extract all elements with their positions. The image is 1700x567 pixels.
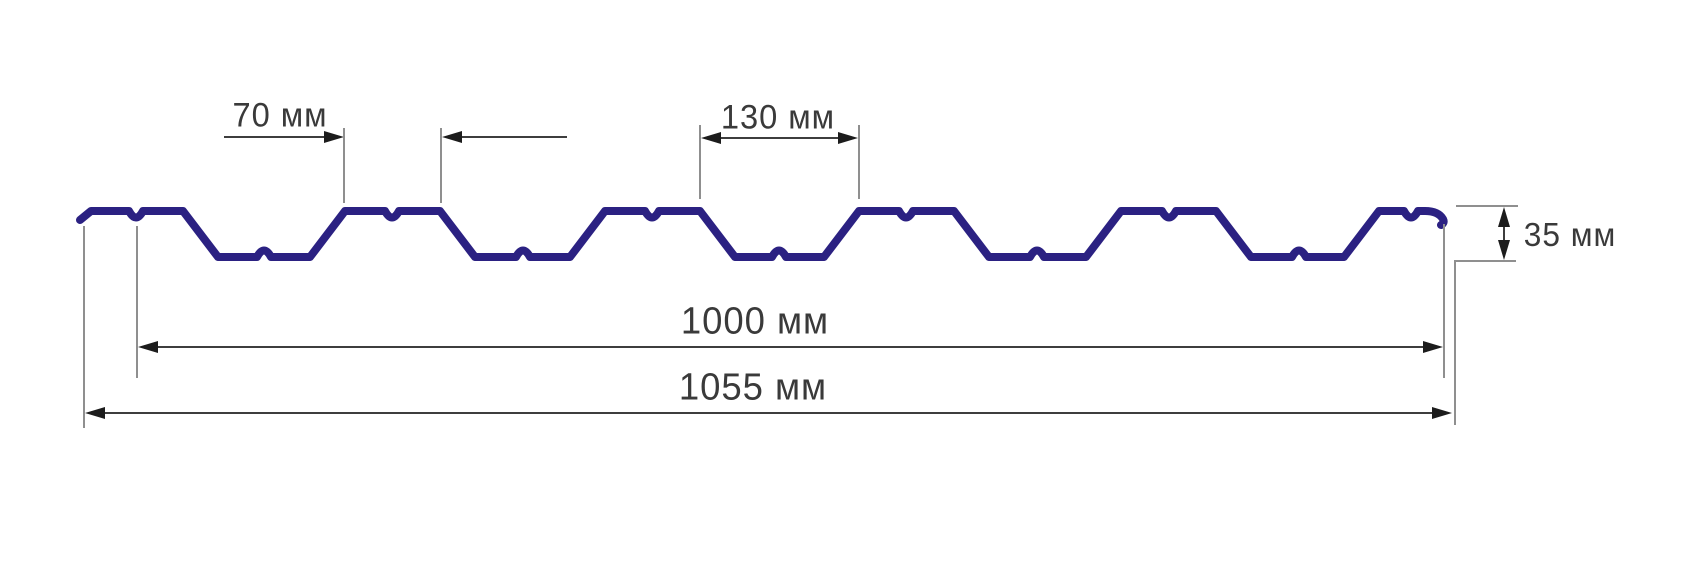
arrowhead-down <box>1498 240 1510 260</box>
dimension-130mm <box>699 125 860 199</box>
arrowhead-right <box>838 132 858 144</box>
arrowhead-right <box>1432 407 1452 419</box>
label-profile-height: 35 мм <box>1523 216 1617 253</box>
arrowhead-right <box>324 131 344 143</box>
label-working-width: 1000 мм <box>680 300 830 343</box>
arrowhead-up <box>1498 207 1510 227</box>
dimension-1055mm <box>83 226 1456 428</box>
dimension-70mm <box>224 128 567 203</box>
label-overall-width: 1055 мм <box>678 366 828 409</box>
arrowhead-left <box>138 341 158 353</box>
arrowhead-left <box>85 407 105 419</box>
label-rib-gap: 130 мм <box>720 98 836 137</box>
dimension-1000mm <box>136 224 1445 378</box>
label-rib-top-width: 70 мм <box>232 96 328 135</box>
arrowhead-left <box>701 132 721 144</box>
profile-outline <box>76 207 1448 261</box>
dimension-35mm <box>1454 205 1518 262</box>
arrowhead-left <box>442 131 462 143</box>
arrowhead-right <box>1423 341 1443 353</box>
